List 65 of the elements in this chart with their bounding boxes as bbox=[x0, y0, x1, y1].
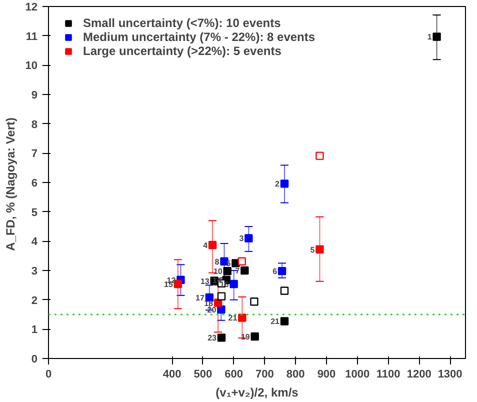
x-tick-label: 900 bbox=[317, 368, 336, 380]
y-tick-label: 2 bbox=[31, 294, 38, 307]
annotation: 13 bbox=[200, 276, 210, 286]
point bbox=[230, 280, 238, 288]
point bbox=[223, 266, 232, 276]
annotation: 17 bbox=[196, 293, 205, 302]
x-tick-label: 400 bbox=[162, 368, 182, 380]
point bbox=[250, 297, 258, 306]
point bbox=[432, 32, 441, 41]
annotation: 19 bbox=[240, 332, 250, 342]
annotation: 1 bbox=[427, 32, 432, 42]
x-tick-label: 600 bbox=[224, 368, 244, 380]
y-tick-label: 4 bbox=[31, 236, 38, 248]
point bbox=[238, 257, 246, 266]
annotation: 14 bbox=[212, 276, 222, 285]
x-tick-label: 1100 bbox=[376, 368, 400, 380]
y-axis-title: A_FD, % (Nagoya: Vert) bbox=[3, 117, 18, 251]
point bbox=[174, 280, 182, 288]
y-tick-label: 5 bbox=[31, 206, 38, 219]
point bbox=[280, 286, 289, 295]
annotation: 3 bbox=[239, 234, 244, 244]
annotation: 6 bbox=[272, 267, 278, 276]
point bbox=[278, 266, 286, 276]
annotation: 10 bbox=[213, 267, 223, 276]
x-axis-title: (v₁+v₂)/2, km/s bbox=[216, 386, 299, 400]
annotation: 4 bbox=[203, 240, 208, 250]
y-tick-label: 8 bbox=[31, 118, 38, 131]
y-tick-label: 3 bbox=[31, 266, 38, 278]
x-tick-label: 700 bbox=[256, 368, 274, 380]
point bbox=[208, 240, 217, 250]
legend-label: Large uncertainty (>22%): 5 events bbox=[83, 44, 282, 58]
point bbox=[280, 317, 289, 326]
x-tick-label: 1300 bbox=[438, 368, 462, 380]
legend-label: Medium uncertainty (7% - 22%): 8 events bbox=[83, 30, 316, 44]
point bbox=[240, 266, 249, 275]
point bbox=[238, 314, 246, 322]
point bbox=[217, 292, 226, 300]
y-tick-label: 9 bbox=[31, 90, 38, 102]
point bbox=[244, 234, 253, 242]
annotation: 21 bbox=[270, 317, 280, 326]
y-tick-label: 11 bbox=[26, 30, 38, 43]
point bbox=[316, 245, 324, 254]
y-tick-label: 10 bbox=[25, 60, 38, 72]
y-tick-label: 12 bbox=[25, 2, 38, 14]
x-tick-label: 800 bbox=[286, 368, 305, 380]
annotation: 2 bbox=[275, 180, 280, 189]
point bbox=[250, 332, 259, 341]
y-tick-label: 7 bbox=[31, 148, 38, 160]
point bbox=[217, 305, 226, 314]
x-tick-label: 0 bbox=[45, 368, 52, 380]
point bbox=[280, 180, 289, 188]
y-tick-label: 6 bbox=[31, 178, 38, 190]
x-tick-label: 500 bbox=[194, 368, 212, 380]
annotation: 5 bbox=[310, 245, 316, 254]
point bbox=[316, 152, 324, 160]
y-tick-label: 0 bbox=[31, 354, 38, 366]
annotation: 5 bbox=[226, 259, 232, 268]
annotation: 21 bbox=[228, 314, 238, 323]
legend-label: Small uncertainty (<7%): 10 events bbox=[83, 16, 281, 30]
annotation: 8 bbox=[214, 257, 220, 266]
annotation: 23 bbox=[208, 334, 218, 343]
x-tick-label: 1200 bbox=[406, 368, 432, 380]
point bbox=[217, 334, 226, 342]
y-tick-label: 1 bbox=[31, 324, 38, 336]
x-tick-label: 1000 bbox=[345, 368, 370, 380]
